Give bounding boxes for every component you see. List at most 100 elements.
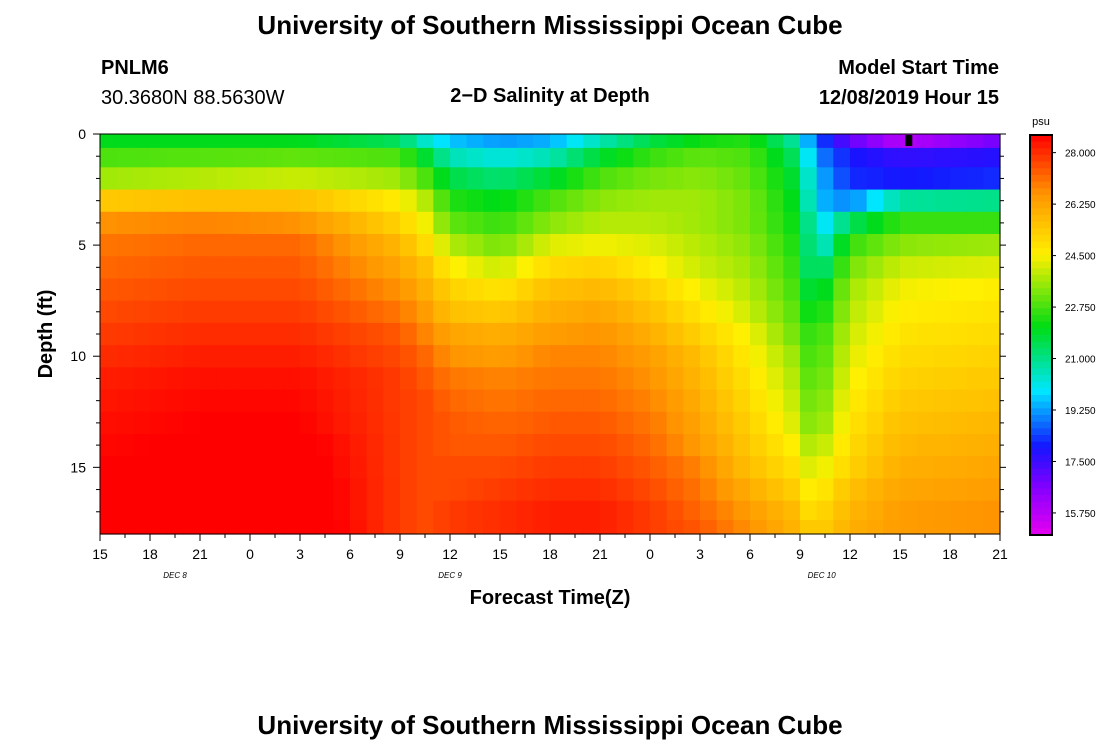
heatmap-cell	[650, 478, 668, 502]
heatmap-cell	[716, 345, 734, 368]
heatmap-cell	[666, 500, 684, 521]
heatmap-cell	[466, 367, 484, 391]
heatmap-cell	[566, 234, 584, 257]
heatmap-cell	[400, 189, 418, 213]
heatmap-cell	[583, 345, 601, 368]
heatmap-cell	[333, 456, 351, 480]
heatmap-cell	[800, 456, 818, 480]
heatmap-cell	[233, 147, 251, 168]
heatmap-cell	[450, 147, 468, 168]
heatmap-cell	[783, 456, 801, 480]
heatmap-cell	[266, 434, 284, 457]
heatmap-cell	[900, 234, 918, 257]
heatmap-cell	[816, 256, 834, 280]
heatmap-cell	[633, 456, 651, 480]
heatmap-cell	[366, 500, 384, 521]
heatmap-cell	[183, 520, 201, 535]
heatmap-cell	[933, 234, 951, 257]
heatmap-cell	[233, 434, 251, 457]
surface-marker	[905, 135, 913, 146]
heatmap-cell	[933, 434, 951, 457]
heatmap-cell	[833, 434, 851, 457]
x-tick-label: 0	[246, 546, 254, 562]
colorbar-segment	[1030, 275, 1052, 283]
heatmap-cell	[466, 134, 484, 149]
x-tick-label: 15	[92, 546, 108, 562]
heatmap-cell	[933, 189, 951, 213]
heatmap-cell	[700, 256, 718, 280]
heatmap-cell	[116, 147, 134, 168]
heatmap-cell	[233, 478, 251, 502]
heatmap-cell	[166, 434, 184, 457]
heatmap-cell	[466, 520, 484, 535]
heatmap-cell	[300, 211, 318, 235]
heatmap-cell	[750, 434, 768, 457]
heatmap-cells	[100, 134, 1001, 535]
heatmap-cell	[850, 256, 868, 280]
heatmap-cell	[250, 256, 268, 280]
heatmap-cell	[250, 167, 268, 191]
heatmap-cell	[450, 520, 468, 535]
heatmap-cell	[250, 300, 268, 324]
heatmap-cell	[416, 500, 434, 521]
heatmap-cell	[716, 147, 734, 168]
heatmap-cell	[716, 234, 734, 257]
heatmap-cell	[300, 300, 318, 324]
heatmap-cell	[633, 300, 651, 324]
page-title-footer: University of Southern Mississippi Ocean…	[257, 710, 843, 740]
heatmap-cell	[116, 211, 134, 235]
heatmap-cell	[883, 189, 901, 213]
colorbar-segment	[1030, 155, 1052, 163]
heatmap-cell	[683, 134, 701, 149]
heatmap-cell	[450, 134, 468, 149]
heatmap-cell	[566, 134, 584, 149]
heatmap-cell	[200, 345, 218, 368]
heatmap-cell	[266, 322, 284, 346]
heatmap-cell	[350, 234, 368, 257]
heatmap-cell	[966, 300, 984, 324]
heatmap-cell	[716, 278, 734, 302]
heatmap-cell	[933, 411, 951, 435]
heatmap-cell	[266, 389, 284, 413]
heatmap-cell	[866, 211, 884, 235]
heatmap-cell	[233, 134, 251, 149]
colorbar: 15.750 17.500 19.250 21.000 22.750 24.500 26.2…	[1029, 134, 1096, 536]
heatmap-cell	[766, 147, 784, 168]
heatmap-cell	[983, 300, 1001, 324]
heatmap-cell	[133, 434, 151, 457]
heatmap-cell	[966, 367, 984, 391]
heatmap-cell	[883, 234, 901, 257]
heatmap-cell	[666, 300, 684, 324]
heatmap-cell	[333, 234, 351, 257]
heatmap-cell	[166, 345, 184, 368]
heatmap-cell	[650, 434, 668, 457]
colorbar-segment	[1030, 208, 1052, 216]
heatmap-cell	[100, 389, 118, 413]
heatmap-cell	[700, 211, 718, 235]
heatmap-cell	[966, 389, 984, 413]
heatmap-cell	[566, 211, 584, 235]
heatmap-cell	[900, 389, 918, 413]
heatmap-cell	[800, 500, 818, 521]
heatmap-cell	[950, 456, 968, 480]
heatmap-cell	[466, 456, 484, 480]
heatmap-cell	[450, 389, 468, 413]
heatmap-cell	[533, 322, 551, 346]
heatmap-cell	[766, 389, 784, 413]
heatmap-cell	[750, 147, 768, 168]
heatmap-cell	[716, 189, 734, 213]
heatmap-cell	[500, 211, 518, 235]
heatmap-cell	[183, 345, 201, 368]
heatmap-cell	[866, 478, 884, 502]
heatmap-cell	[783, 434, 801, 457]
heatmap-cell	[450, 300, 468, 324]
heatmap-cell	[833, 345, 851, 368]
heatmap-cell	[100, 256, 118, 280]
heatmap-cell	[133, 389, 151, 413]
heatmap-cell	[150, 500, 168, 521]
heatmap-cell	[500, 411, 518, 435]
heatmap-cell	[933, 367, 951, 391]
colorbar-segment	[1030, 448, 1052, 456]
heatmap-cell	[250, 134, 268, 149]
heatmap-cell	[483, 147, 501, 168]
